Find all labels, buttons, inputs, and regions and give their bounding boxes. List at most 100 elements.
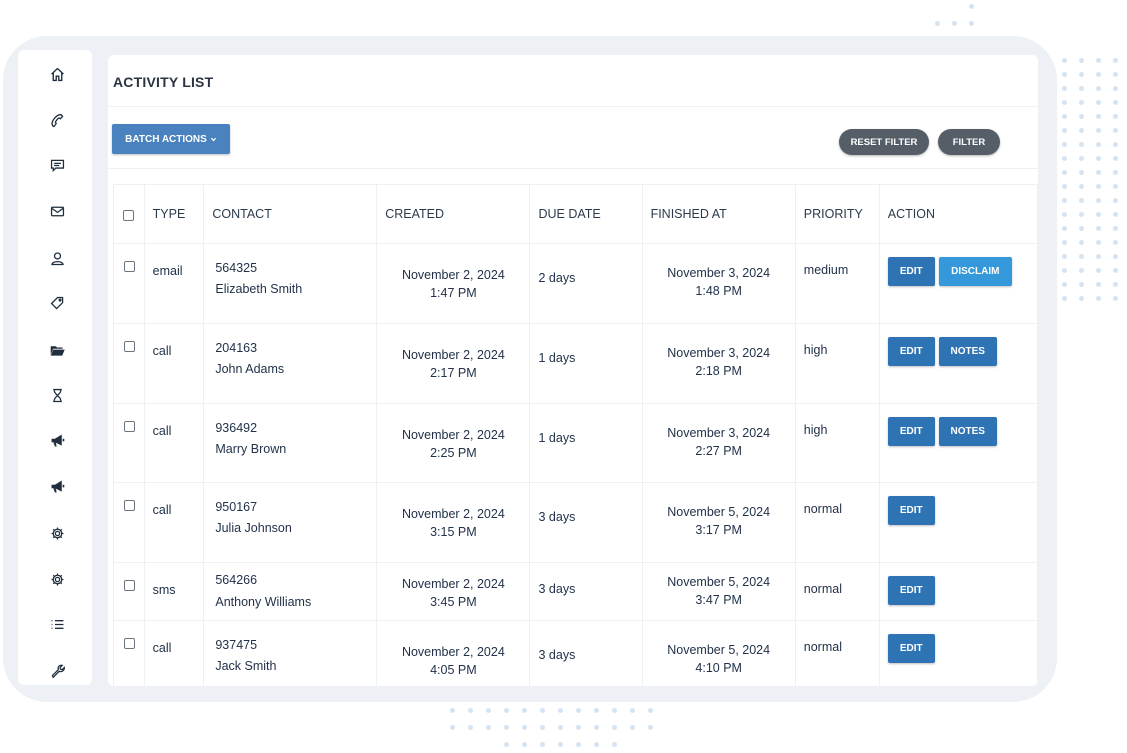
select-all-checkbox[interactable] — [123, 210, 135, 221]
mail-icon[interactable] — [47, 201, 67, 221]
decorative-dot — [1079, 156, 1084, 161]
decorative-dot — [558, 725, 563, 730]
decorative-dot — [1096, 58, 1101, 63]
decorative-dot — [504, 742, 509, 747]
gear-icon[interactable] — [47, 523, 67, 543]
activity-type: call — [152, 344, 172, 358]
row-checkbox-cell — [113, 403, 145, 483]
priority: high — [803, 423, 828, 437]
edit-button[interactable]: EDIT — [887, 576, 935, 605]
contact-name[interactable]: Elizabeth Smith — [215, 282, 303, 296]
contact-id: 937475 — [215, 638, 258, 652]
phone-icon[interactable] — [47, 110, 67, 130]
decorative-dot — [1096, 170, 1101, 175]
created-time: 3:15 PM — [430, 525, 477, 539]
type-cell: call — [143, 482, 205, 563]
due-date: 1 days — [538, 431, 576, 445]
decorative-dot — [1062, 212, 1067, 217]
decorative-dot — [1096, 72, 1101, 77]
hourglass-icon[interactable] — [47, 385, 67, 405]
reset-filter-button[interactable]: RESET FILTER — [839, 129, 929, 155]
activity-panel: ACTIVITY LIST BATCH ACTIONS RESET FILTER… — [108, 55, 1038, 686]
decorative-dot — [450, 708, 455, 713]
decorative-dot — [1062, 198, 1067, 203]
decorative-dot — [540, 742, 545, 747]
gear-icon[interactable] — [47, 569, 67, 589]
disclaim-button[interactable]: DISCLAIM — [938, 257, 1012, 286]
row-checkbox[interactable] — [124, 500, 135, 511]
decorative-dot — [1079, 100, 1084, 105]
batch-actions-button[interactable]: BATCH ACTIONS — [112, 124, 230, 154]
due-date: 3 days — [538, 648, 576, 662]
row-checkbox[interactable] — [124, 580, 135, 591]
contact-name[interactable]: John Adams — [215, 362, 285, 376]
table-header-row: TYPE CONTACT CREATED DUE DATE FINISHED A… — [113, 184, 1038, 244]
decorative-dot — [1079, 198, 1084, 203]
due-cell: 2 days — [529, 243, 643, 324]
due-date: 3 days — [538, 510, 576, 524]
created-cell: November 2, 2024 3:45 PM — [376, 562, 531, 621]
finished-date: November 3, 2024 — [667, 426, 771, 440]
header-type[interactable]: TYPE — [143, 184, 205, 244]
contact-name[interactable]: Julia Johnson — [215, 521, 292, 535]
decorative-dot — [522, 742, 527, 747]
user-icon[interactable] — [47, 248, 67, 268]
due-cell: 1 days — [529, 323, 643, 404]
decorative-dot — [558, 742, 563, 747]
list-icon[interactable] — [47, 614, 67, 634]
created-date: November 2, 2024 — [401, 645, 505, 659]
table-row: call 950167 Julia Johnson November 2, 20… — [113, 482, 1038, 563]
edit-button[interactable]: EDIT — [887, 634, 935, 663]
edit-button[interactable]: EDIT — [887, 496, 935, 525]
wrench-icon[interactable] — [47, 660, 67, 680]
notes-button[interactable]: NOTES — [938, 417, 997, 446]
folder-icon[interactable] — [47, 340, 67, 360]
contact-name[interactable]: Jack Smith — [215, 659, 277, 673]
notes-button[interactable]: NOTES — [938, 337, 997, 366]
header-priority[interactable]: PRIORITY — [794, 184, 880, 244]
page-title: ACTIVITY LIST — [113, 74, 214, 90]
decorative-dot — [612, 742, 617, 747]
finished-cell: November 5, 2024 3:47 PM — [641, 562, 796, 621]
decorative-dot — [952, 21, 957, 26]
edit-button[interactable]: EDIT — [887, 337, 935, 366]
filter-button[interactable]: FILTER — [938, 129, 1000, 155]
megaphone-icon[interactable] — [47, 476, 67, 496]
decorative-dot — [1113, 142, 1118, 147]
priority: high — [803, 343, 828, 357]
contact-id: 204163 — [215, 341, 258, 355]
header-due-date[interactable]: DUE DATE — [529, 184, 643, 244]
table-row: call 937475 Jack Smith November 2, 2024 … — [113, 620, 1038, 686]
home-icon[interactable] — [47, 64, 67, 84]
row-checkbox[interactable] — [124, 261, 135, 272]
created-time: 2:17 PM — [430, 366, 477, 380]
header-finished-at[interactable]: FINISHED AT — [641, 184, 796, 244]
finished-cell: November 3, 2024 2:27 PM — [641, 403, 796, 483]
decorative-dot — [486, 725, 491, 730]
row-checkbox-cell — [113, 620, 145, 686]
decorative-dot — [1113, 268, 1118, 273]
finished-date: November 5, 2024 — [667, 643, 771, 657]
chat-icon[interactable] — [47, 155, 67, 175]
row-checkbox[interactable] — [124, 421, 135, 432]
priority-cell: medium — [794, 243, 880, 324]
type-cell: email — [143, 243, 205, 324]
row-checkbox[interactable] — [124, 638, 135, 649]
contact-id: 564266 — [215, 573, 258, 587]
header-created[interactable]: CREATED — [376, 184, 531, 244]
edit-button[interactable]: EDIT — [887, 257, 935, 286]
contact-name[interactable]: Marry Brown — [215, 442, 287, 456]
tag-icon[interactable] — [47, 293, 67, 313]
decorative-dot — [1079, 86, 1084, 91]
decorative-dot — [1113, 128, 1118, 133]
megaphone-icon[interactable] — [47, 430, 67, 450]
decorative-dot — [1096, 142, 1101, 147]
decorative-dot — [1113, 100, 1118, 105]
row-checkbox[interactable] — [124, 341, 135, 352]
edit-button[interactable]: EDIT — [887, 417, 935, 446]
decorative-dot — [1113, 72, 1118, 77]
contact-name[interactable]: Anthony Williams — [215, 595, 312, 609]
priority-cell: normal — [794, 482, 880, 563]
header-contact[interactable]: CONTACT — [203, 184, 378, 244]
due-date: 1 days — [538, 351, 576, 365]
